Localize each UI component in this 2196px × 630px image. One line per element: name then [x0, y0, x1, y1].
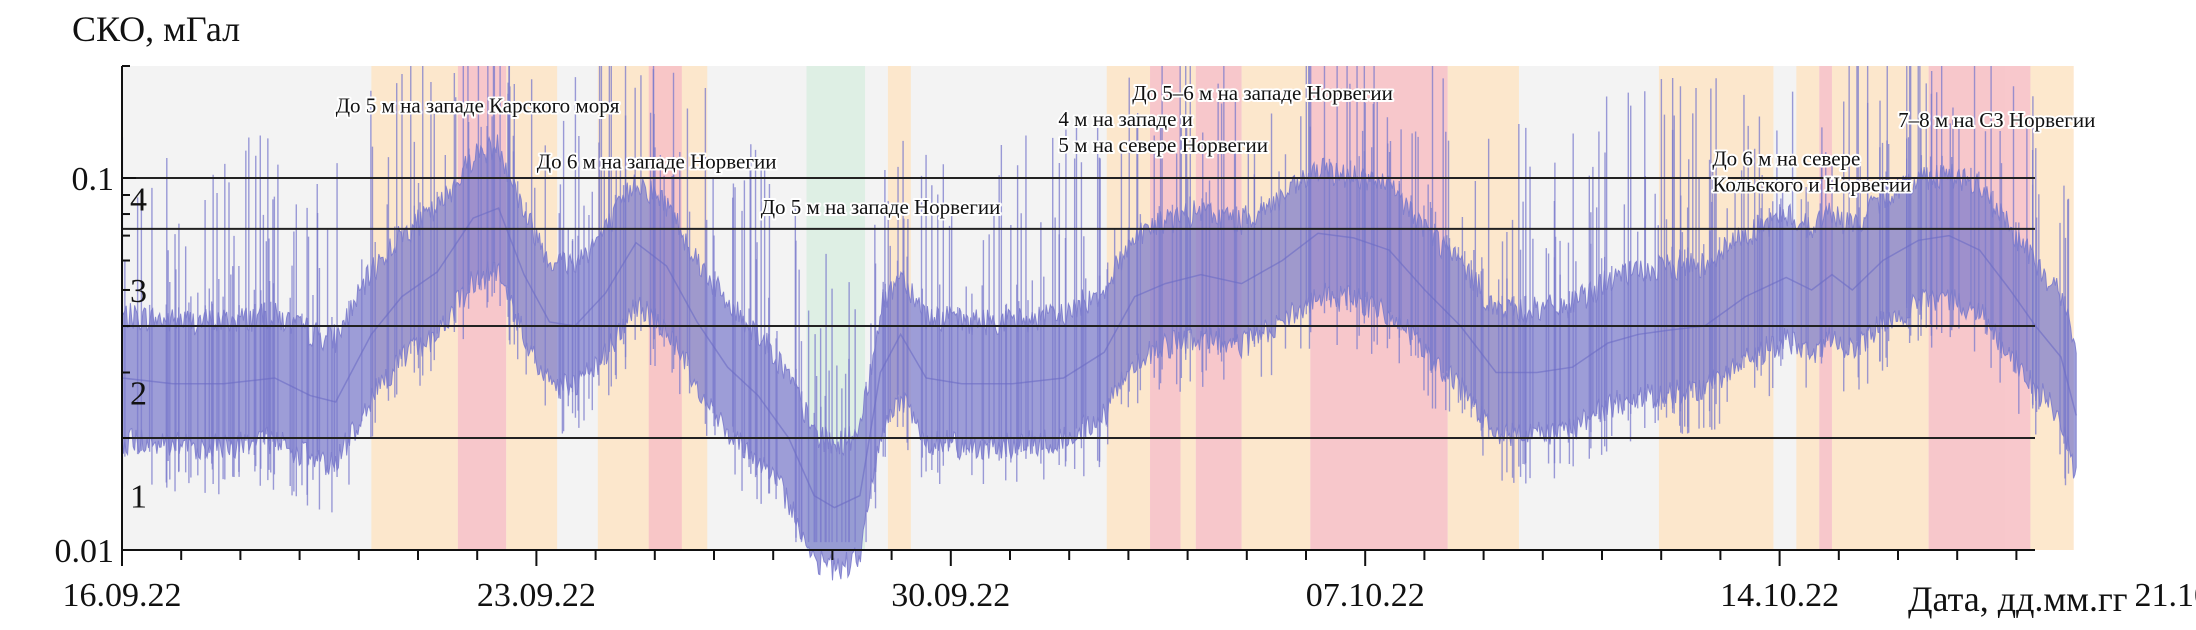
level-lines: 1 2 3 4 — [122, 176, 2035, 516]
axes: 0.01 0.1 16.09.22 23.09.22 30.09.22 07.10.22 1… — [55, 65, 2196, 614]
x-tick-label: 30.09.22 — [891, 577, 1010, 614]
x-axis-title: Дата, дд.мм.гг — [1908, 579, 2128, 619]
x-tick-label: 23.09.22 — [477, 577, 596, 614]
band-red — [457, 66, 507, 550]
series-layer — [121, 66, 2077, 581]
annotation-text: До 5 м на западе Норвегии — [761, 195, 1001, 219]
annotation-text: Кольского и Норвегии — [1712, 173, 1911, 197]
annotation-text: До 5–6 м на западе Норвегии — [1132, 81, 1393, 105]
annotation-text: 4 м на западе и — [1058, 107, 1193, 131]
annotation-text: До 6 м на западе Норвегии — [537, 150, 777, 174]
y-tick-label: 0.01 — [55, 533, 115, 570]
y-axis-title: СКО, мГал — [72, 9, 241, 49]
x-tick-label: 16.09.22 — [63, 577, 182, 614]
x-tick-label: 07.10.22 — [1306, 577, 1425, 614]
x-tick-label: 21.10.22 — [2135, 577, 2196, 614]
level-label: 4 — [130, 182, 147, 219]
level-label: 3 — [130, 273, 147, 310]
annotation-text: До 5 м на западе Карского моря — [336, 93, 620, 117]
annotation-text: 7–8 м на СЗ Норвегии — [1898, 108, 2095, 132]
annotation-layer: До 5 м на западе Карского моря До 6 м на … — [334, 79, 2098, 221]
y-tick-label: 0.1 — [72, 161, 115, 198]
x-tick-label: 14.10.22 — [1720, 577, 1839, 614]
series-median-line — [121, 207, 2077, 509]
annotation-text: До 6 м на севере — [1712, 147, 1860, 171]
level-label: 1 — [130, 479, 147, 516]
annotation-text: 5 м на севере Норвегии — [1058, 133, 1268, 157]
level-label: 2 — [130, 376, 147, 413]
